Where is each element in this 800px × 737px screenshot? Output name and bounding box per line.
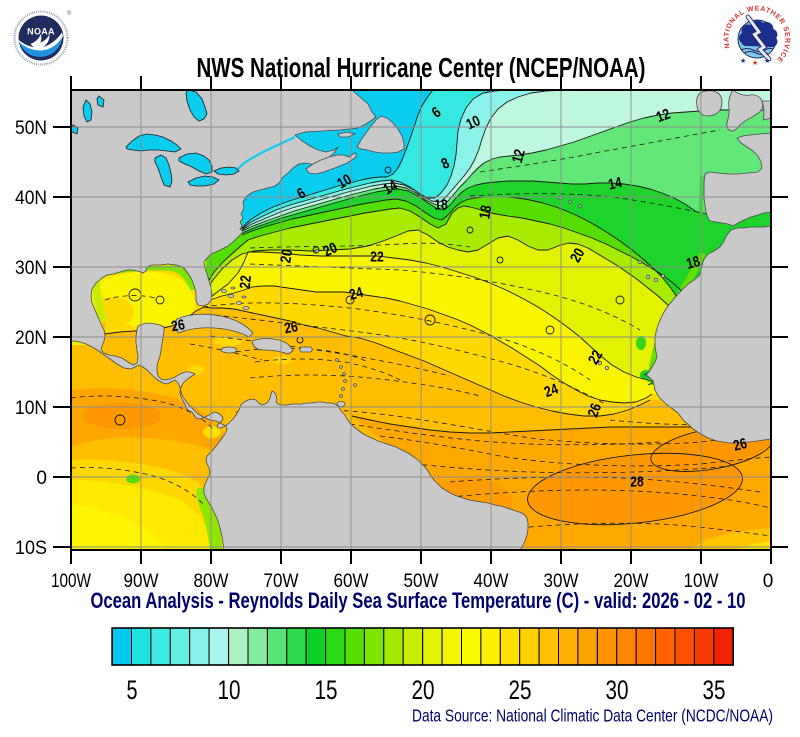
- svg-text:26: 26: [283, 318, 299, 337]
- svg-text:★: ★: [752, 59, 758, 67]
- svg-text:24: 24: [348, 284, 366, 304]
- svg-text:22: 22: [370, 248, 384, 265]
- svg-text:10: 10: [218, 675, 241, 705]
- svg-text:NOAA: NOAA: [27, 27, 55, 37]
- svg-text:50N: 50N: [15, 118, 47, 139]
- svg-text:28: 28: [630, 473, 644, 490]
- svg-text:100W: 100W: [51, 571, 91, 592]
- svg-text:70W: 70W: [264, 571, 299, 592]
- svg-text:30: 30: [606, 675, 629, 705]
- svg-text:22: 22: [237, 275, 255, 290]
- svg-text:80W: 80W: [194, 571, 229, 592]
- svg-text:20N: 20N: [15, 328, 47, 349]
- svg-text:18: 18: [434, 196, 448, 213]
- svg-text:40W: 40W: [474, 571, 509, 592]
- svg-text:26: 26: [170, 316, 186, 335]
- svg-text:30W: 30W: [544, 571, 579, 592]
- svg-text:0: 0: [763, 571, 774, 592]
- svg-text:10W: 10W: [684, 571, 719, 592]
- svg-text:30N: 30N: [15, 258, 47, 279]
- svg-text:10: 10: [464, 112, 483, 133]
- svg-text:60W: 60W: [334, 571, 369, 592]
- svg-text:90W: 90W: [124, 571, 159, 592]
- svg-text:20W: 20W: [614, 571, 649, 592]
- svg-text:20: 20: [412, 675, 435, 705]
- svg-text:50W: 50W: [404, 571, 439, 592]
- svg-text:15: 15: [315, 675, 338, 705]
- svg-text:0: 0: [36, 468, 47, 489]
- svg-text:18: 18: [685, 253, 702, 273]
- svg-text:20: 20: [277, 248, 296, 264]
- svg-text:14: 14: [607, 174, 624, 194]
- svg-text:★: ★: [740, 57, 746, 65]
- svg-text:Data Source: National Climatic: Data Source: National Climatic Data Cent…: [412, 706, 773, 726]
- svg-text:40N: 40N: [15, 188, 47, 209]
- svg-text:5: 5: [127, 675, 138, 705]
- svg-text:12: 12: [509, 148, 529, 165]
- svg-text:24: 24: [542, 380, 561, 401]
- svg-text:20: 20: [321, 239, 340, 260]
- svg-text:10S: 10S: [15, 538, 47, 559]
- svg-text:35: 35: [703, 675, 726, 705]
- svg-text:18: 18: [476, 204, 495, 220]
- svg-text:★: ★: [764, 57, 770, 65]
- svg-text:26: 26: [732, 435, 749, 455]
- svg-text:®: ®: [67, 10, 72, 17]
- svg-text:25: 25: [509, 675, 532, 705]
- svg-text:26: 26: [585, 401, 606, 420]
- svg-text:NWS National Hurricane Center: NWS National Hurricane Center (NCEP/NOAA…: [197, 52, 646, 83]
- svg-text:10N: 10N: [15, 398, 47, 419]
- svg-text:Ocean Analysis - Reynolds Dail: Ocean Analysis - Reynolds Daily Sea Surf…: [91, 588, 746, 613]
- svg-text:12: 12: [654, 106, 673, 127]
